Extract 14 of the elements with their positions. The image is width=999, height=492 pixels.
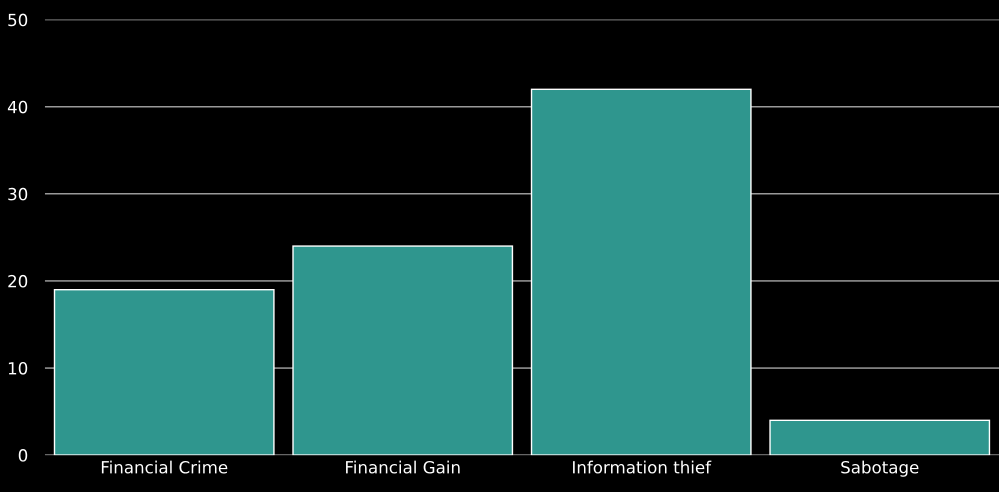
bar: [530, 88, 752, 456]
y-tick-label: 0: [18, 449, 28, 462]
bar: [769, 420, 990, 456]
y-tick-label: 10: [8, 362, 28, 375]
bar: [292, 245, 514, 456]
bar: [54, 288, 275, 456]
x-tick-label: Sabotage: [841, 460, 918, 477]
x-tick-label: Financial Crime: [102, 460, 228, 474]
y-tick-label: 20: [8, 274, 28, 288]
y-tick-label: 40: [8, 100, 28, 114]
x-tick-label: Information thief: [573, 460, 712, 474]
y-tick-label: 50: [8, 14, 28, 26]
y-tick-label: 30: [8, 188, 28, 200]
x-tick-label: Financial Gain: [346, 460, 460, 474]
